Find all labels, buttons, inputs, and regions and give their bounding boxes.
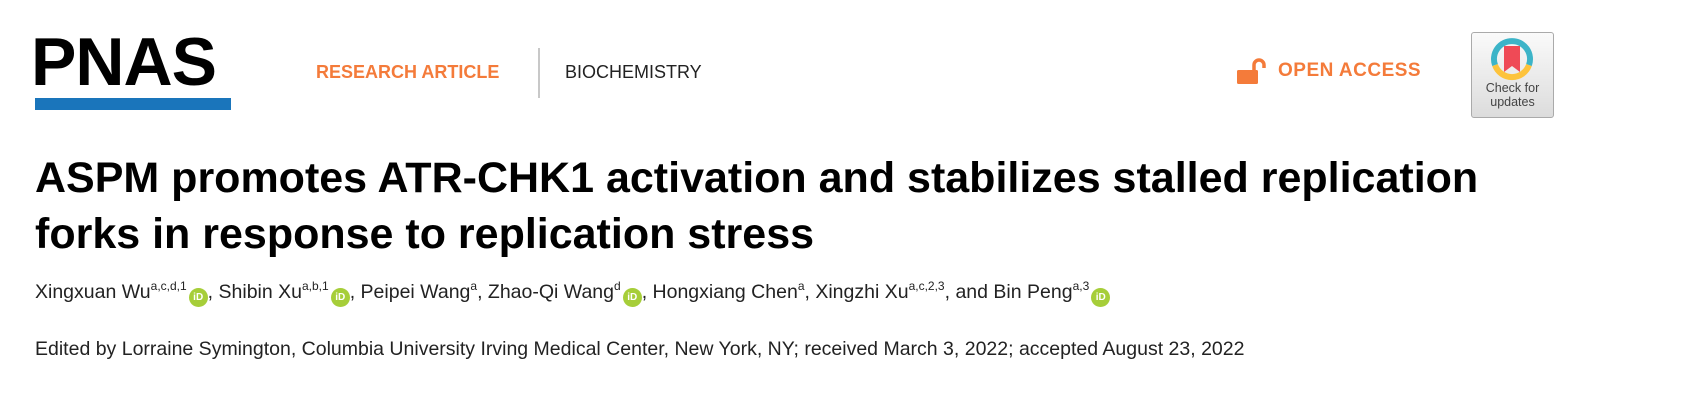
article-type-label[interactable]: RESEARCH ARTICLE bbox=[316, 62, 500, 82]
author-name[interactable]: Zhao-Qi Wang bbox=[487, 281, 614, 303]
author-name[interactable]: Peipei Wang bbox=[360, 281, 471, 303]
orcid-icon[interactable]: iD bbox=[1091, 288, 1111, 307]
open-access-badge: OPEN ACCESS bbox=[1237, 58, 1421, 84]
author-affiliation[interactable]: a,b,1 bbox=[302, 279, 329, 293]
author-name[interactable]: Hongxiang Chen bbox=[652, 281, 798, 303]
author-name[interactable]: Shibin Xu bbox=[218, 281, 302, 303]
author-name[interactable]: Xingxuan Wu bbox=[35, 281, 151, 303]
orcid-icon[interactable]: iD bbox=[622, 288, 642, 307]
author-affiliation[interactable]: a,c,d,1 bbox=[150, 279, 187, 293]
open-access-label: OPEN ACCESS bbox=[1278, 60, 1422, 81]
author-affiliation[interactable]: a,c,2,3 bbox=[908, 279, 945, 293]
author-affiliation[interactable]: a bbox=[470, 279, 478, 293]
check-for-updates-button[interactable]: Check for updates bbox=[1471, 32, 1554, 118]
orcid-icon[interactable]: iD bbox=[188, 288, 208, 307]
edited-by-line: Edited by Lorraine Symington, Columbia U… bbox=[35, 338, 1245, 360]
author-name[interactable]: Xingzhi Xu bbox=[815, 281, 909, 303]
updates-label: updates bbox=[1490, 95, 1535, 109]
check-for-label: Check for bbox=[1485, 81, 1540, 95]
subject-label[interactable]: BIOCHEMISTRY bbox=[565, 62, 702, 82]
author-affiliation[interactable]: a,3 bbox=[1072, 279, 1090, 293]
pnas-logo[interactable]: PNAS bbox=[31, 24, 217, 100]
article-title: ASPM promotes ATR-CHK1 activation and st… bbox=[35, 154, 1479, 258]
open-lock-icon bbox=[1237, 58, 1266, 84]
author-name[interactable]: Bin Peng bbox=[993, 281, 1073, 303]
author-affiliation[interactable]: d bbox=[614, 279, 621, 293]
orcid-icon[interactable]: iD bbox=[330, 288, 350, 307]
logo-bar bbox=[35, 98, 231, 110]
author-list: Xingxuan Wua,c,d,1iD, Shibin Xua,b,1iD, … bbox=[35, 279, 1111, 307]
crossmark-icon bbox=[1491, 38, 1533, 81]
author-affiliation[interactable]: a bbox=[797, 279, 805, 293]
header-divider bbox=[538, 48, 540, 98]
